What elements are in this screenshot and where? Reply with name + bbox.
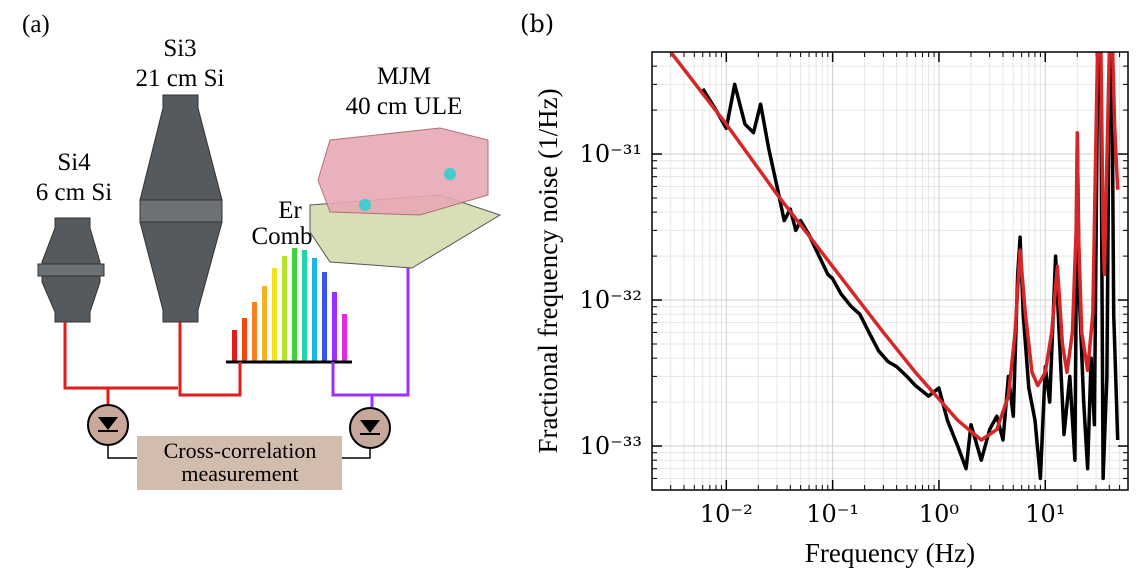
si3-name: Si3 xyxy=(163,35,196,62)
plot-frame xyxy=(651,51,1129,491)
si4-ring xyxy=(37,263,105,277)
diode-symbol xyxy=(360,420,380,433)
box-label: measurement xyxy=(181,461,298,486)
comb-tooth xyxy=(322,272,327,362)
y-tick-label: 10⁻³¹ xyxy=(580,140,642,168)
mjm-name: MJM xyxy=(377,63,431,90)
series-line xyxy=(701,52,1120,481)
x-axis-label: Frequency (Hz) xyxy=(805,538,975,568)
x-tick-label: 10⁻¹ xyxy=(806,500,859,528)
comb-tooth xyxy=(272,268,277,362)
comb-tooth xyxy=(292,248,297,362)
diode-symbol xyxy=(98,417,118,430)
comb xyxy=(232,248,347,362)
comb-tooth xyxy=(342,314,347,362)
comb-tooth xyxy=(282,256,287,362)
y-tick-label: 10⁻³³ xyxy=(580,432,642,460)
comb-tooth xyxy=(242,318,247,362)
panel-b: (b) 10⁻² 10⁻¹ 10⁰ 10¹ 10⁻³³ 10⁻³² 10⁻³¹ Frequenc… xyxy=(520,10,1129,568)
y-tick-label: 10⁻³² xyxy=(580,286,642,314)
panel-label: (a) xyxy=(22,11,50,38)
x-tick-label: 10⁰ xyxy=(919,500,959,528)
mjm-size: 40 cm ULE xyxy=(346,93,463,120)
comb-tooth xyxy=(332,292,337,362)
comb-tooth xyxy=(262,286,267,362)
x-tick-label: 10⁻² xyxy=(700,500,753,528)
panel-a: (a) Si3 21 cm Si Si4 6 cm Si MJM 40 cm U… xyxy=(22,11,502,490)
fibers xyxy=(63,268,410,407)
si4-size: 6 cm Si xyxy=(36,179,112,206)
correlation-box xyxy=(137,436,342,490)
series-line xyxy=(669,52,1120,442)
box-label: Cross-correlation xyxy=(164,438,317,463)
mirror xyxy=(444,168,456,180)
mirror xyxy=(359,199,371,211)
y-axis-label: Fractional frequency noise (1/Hz) xyxy=(533,88,563,453)
comb-tooth xyxy=(312,258,317,362)
comb-tooth xyxy=(252,302,257,362)
si3-size: 21 cm Si xyxy=(136,65,225,92)
comb-label: Er xyxy=(278,197,302,224)
panel-label: (b) xyxy=(520,10,554,38)
comb-label: Comb xyxy=(251,223,312,250)
comb-tooth xyxy=(302,250,307,362)
x-tick-label: 10¹ xyxy=(1025,500,1065,528)
comb-tooth xyxy=(232,330,237,362)
mjm-spacer xyxy=(317,127,489,216)
si3-ring xyxy=(139,199,223,223)
wire xyxy=(107,445,371,459)
si4-name: Si4 xyxy=(57,149,91,176)
